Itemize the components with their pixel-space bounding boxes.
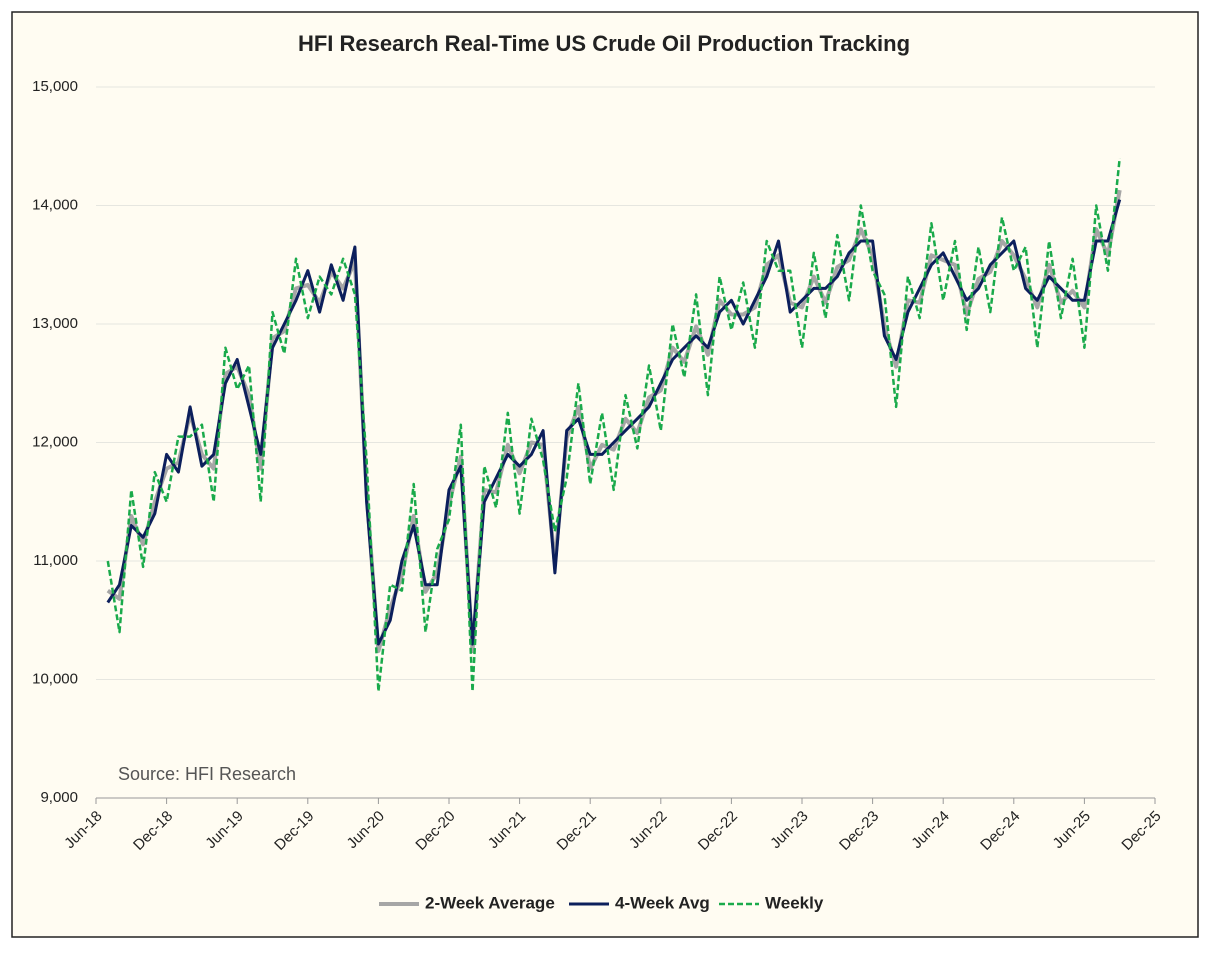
legend-label: 2-Week Average bbox=[425, 893, 555, 912]
series-line bbox=[106, 199, 1122, 646]
legend-label: 4-Week Avg bbox=[615, 893, 710, 912]
series-line bbox=[106, 189, 1122, 654]
chart-title: HFI Research Real-Time US Crude Oil Prod… bbox=[298, 31, 910, 56]
legend-label: Weekly bbox=[765, 893, 824, 912]
y-tick-label: 15,000 bbox=[32, 78, 78, 95]
y-tick-label: 14,000 bbox=[32, 196, 78, 213]
y-tick-label: 12,000 bbox=[32, 433, 78, 450]
source-note: Source: HFI Research bbox=[118, 764, 296, 784]
chart-frame bbox=[11, 11, 1199, 938]
y-tick-label: 13,000 bbox=[32, 315, 78, 332]
y-tick-label: 9,000 bbox=[40, 789, 78, 806]
y-tick-label: 10,000 bbox=[32, 670, 78, 687]
y-tick-label: 11,000 bbox=[33, 552, 78, 569]
series-line bbox=[106, 157, 1121, 693]
